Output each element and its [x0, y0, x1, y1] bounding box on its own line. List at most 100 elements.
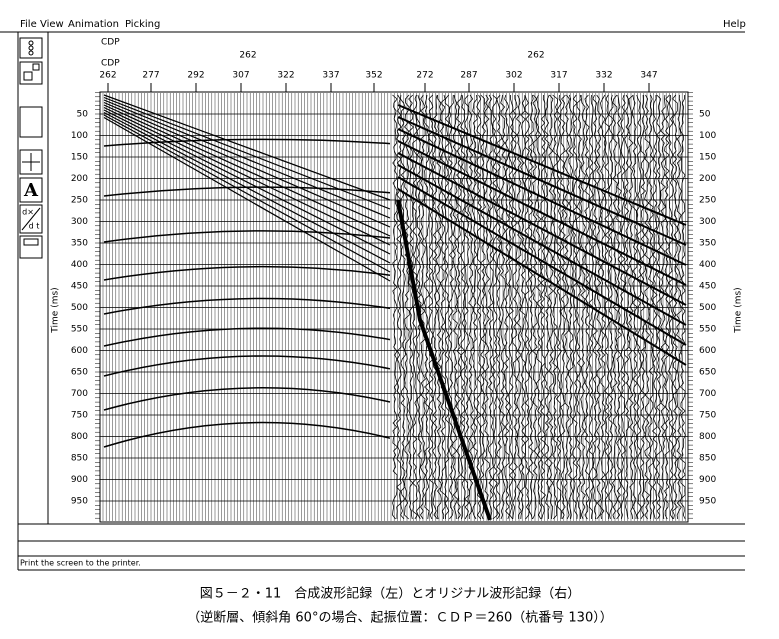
wiggle — [576, 94, 582, 520]
wiggle — [600, 94, 606, 520]
wiggle — [647, 94, 654, 520]
wiggle — [640, 94, 647, 520]
time-label: 900 — [699, 475, 716, 485]
time-label: 750 — [71, 411, 88, 421]
dipping-event — [103, 114, 391, 273]
wiggle — [491, 94, 498, 520]
menu-help[interactable]: Help — [723, 19, 746, 30]
wiggle — [535, 94, 543, 520]
text-tool: A — [23, 180, 39, 201]
derivative-top: d× — [22, 208, 34, 217]
wiggle — [487, 94, 494, 520]
wiggle — [672, 94, 678, 520]
menu-item[interactable]: Animation — [68, 19, 119, 30]
dipping-event — [103, 94, 391, 201]
dipping-event — [103, 104, 391, 237]
wiggle — [612, 94, 619, 520]
wiggle — [427, 94, 434, 520]
reflection — [103, 421, 391, 448]
wiggle — [455, 94, 462, 520]
dipping-event — [397, 152, 687, 306]
trace-label: 352 — [365, 71, 382, 81]
wiggle — [412, 94, 419, 520]
reflection — [103, 327, 391, 347]
wiggle — [547, 94, 555, 520]
dipping-event — [103, 96, 391, 210]
trace-label: 277 — [142, 71, 159, 81]
wiggle — [520, 94, 526, 520]
wiggle — [584, 94, 590, 520]
wiggle — [555, 94, 563, 520]
wiggle — [468, 94, 474, 520]
wiggle — [567, 94, 574, 520]
tool-button[interactable] — [19, 106, 43, 138]
time-label: 800 — [71, 432, 88, 442]
time-label: 400 — [71, 260, 88, 270]
time-label: 350 — [699, 239, 716, 249]
tool-button[interactable] — [19, 149, 43, 175]
tool-button[interactable] — [19, 204, 43, 234]
wiggle — [552, 94, 558, 520]
wiggle — [479, 94, 486, 520]
dipping-event — [397, 188, 687, 366]
time-label: 950 — [71, 497, 88, 507]
trace-label: 337 — [322, 71, 339, 81]
time-label: 100 — [71, 131, 88, 141]
cdp-label: CDP — [101, 59, 120, 69]
y-axis-label: Time (ms) — [51, 287, 61, 333]
dipping-event — [397, 128, 687, 266]
tool-button[interactable] — [19, 61, 43, 85]
wiggle — [432, 94, 438, 520]
time-label: 950 — [699, 497, 716, 507]
time-label: 200 — [71, 174, 88, 184]
wiggle — [572, 94, 578, 520]
time-label: 350 — [71, 239, 88, 249]
menu-item[interactable]: View — [40, 19, 64, 30]
wiggle — [636, 94, 642, 520]
fault-event — [396, 199, 492, 521]
wiggle — [436, 94, 442, 520]
time-label: 850 — [71, 454, 88, 464]
reflection — [103, 355, 391, 377]
wiggle — [392, 94, 399, 520]
menu-item[interactable]: File — [20, 19, 37, 30]
dipping-event — [103, 109, 391, 255]
wiggle — [528, 94, 534, 520]
wiggle — [644, 94, 651, 520]
wiggle — [496, 94, 503, 520]
time-label: 250 — [699, 196, 716, 206]
trace-label: 347 — [640, 71, 657, 81]
tool-button[interactable] — [19, 37, 43, 59]
cdp-value: 262 — [239, 51, 256, 61]
wiggle — [451, 94, 458, 520]
reflection — [103, 265, 391, 281]
wiggle — [460, 94, 466, 520]
time-label: 300 — [699, 217, 716, 227]
wiggle — [592, 94, 599, 520]
wiggle — [531, 94, 538, 520]
wiggle — [676, 94, 682, 520]
wiggle — [607, 94, 614, 520]
time-label: 750 — [699, 411, 716, 421]
menu-item[interactable]: Picking — [125, 19, 160, 30]
tool-button[interactable] — [19, 177, 43, 203]
wiggle — [463, 94, 470, 520]
wiggle — [408, 94, 415, 520]
tool-button[interactable] — [19, 235, 43, 259]
wiggle — [511, 94, 518, 520]
time-label: 600 — [699, 346, 716, 356]
time-label: 400 — [699, 260, 716, 270]
time-label: 500 — [699, 303, 716, 313]
wiggle — [564, 94, 570, 520]
wiggle — [475, 94, 483, 520]
caption: 図５－２・11 合成波形記録（左）とオリジナル波形記録（右） — [200, 586, 581, 602]
dipping-event — [397, 104, 687, 226]
time-label: 450 — [699, 282, 716, 292]
time-label: 900 — [71, 475, 88, 485]
time-label: 850 — [699, 454, 716, 464]
time-label: 150 — [699, 153, 716, 163]
wiggle — [624, 94, 630, 520]
wiggle — [440, 94, 446, 520]
